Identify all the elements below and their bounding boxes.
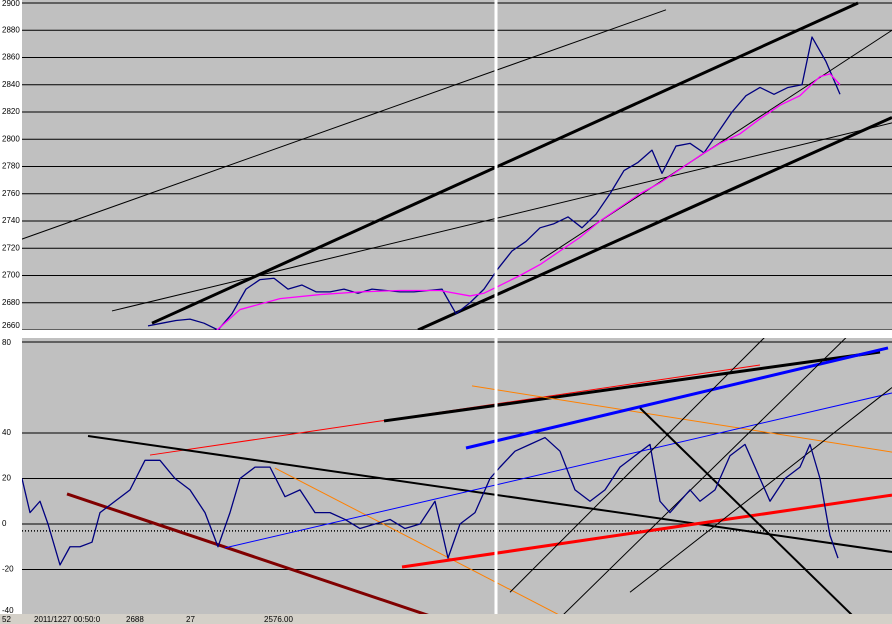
trendline [401, 493, 892, 569]
trendline [465, 346, 889, 450]
y-tick-label: 2700 [2, 271, 20, 280]
trendline [66, 492, 429, 614]
trendline [509, 338, 765, 593]
y-tick-label: 40 [2, 428, 11, 437]
status-texts: 52 2011/1227 00:50:0 2688 27 2576.00 [2, 615, 293, 624]
y-tick-label: 2860 [2, 53, 20, 62]
trendline [383, 350, 881, 423]
y-tick-label: 2740 [2, 216, 20, 225]
trendline [22, 9, 667, 240]
y-tick-label: 2900 [2, 0, 20, 8]
trendline [224, 392, 892, 549]
panel-gap [0, 330, 892, 338]
status-text: 52 [2, 615, 11, 624]
series-line [216, 73, 841, 330]
y-tick-label: 2880 [2, 25, 20, 34]
bottom-panel [22, 338, 892, 614]
trendline [87, 434, 892, 553]
panel-bg [22, 338, 892, 614]
axis-labels: 2660 2680 2700 2720 2740 2760 2780 2800 2820 2840… [2, 0, 20, 615]
y-tick-label: 2720 [2, 243, 20, 252]
y-tick-label: 2680 [2, 298, 20, 307]
trendline [151, 1, 859, 325]
y-tick-label: 80 [2, 338, 11, 347]
trendline [471, 385, 892, 453]
y-tick-label: 0 [2, 519, 7, 528]
status-text: 2576.00 [264, 615, 293, 624]
y-tick-label: 20 [2, 474, 11, 483]
y-tick-label: -20 [2, 565, 14, 574]
trendline [639, 407, 853, 614]
trendline [563, 338, 847, 614]
status-text: 2688 [126, 615, 144, 624]
y-tick-label: 2660 [2, 321, 20, 330]
status-text: 2011/1227 00:50:0 [34, 615, 101, 624]
trendline [111, 122, 892, 312]
y-tick-label: 2760 [2, 189, 20, 198]
y-tick-label: 2800 [2, 134, 20, 143]
trendline [274, 467, 559, 614]
y-tick-label: 2780 [2, 162, 20, 171]
trendline [629, 387, 892, 593]
top-panel [22, 1, 892, 330]
series-line [22, 436, 839, 566]
y-tick-label: 2820 [2, 107, 20, 116]
status-bar [0, 614, 892, 624]
panel-bg [22, 0, 892, 330]
y-tick-label: -40 [2, 606, 14, 615]
series-line [147, 36, 841, 330]
status-text: 27 [186, 615, 195, 624]
y-tick-label: 2840 [2, 80, 20, 89]
